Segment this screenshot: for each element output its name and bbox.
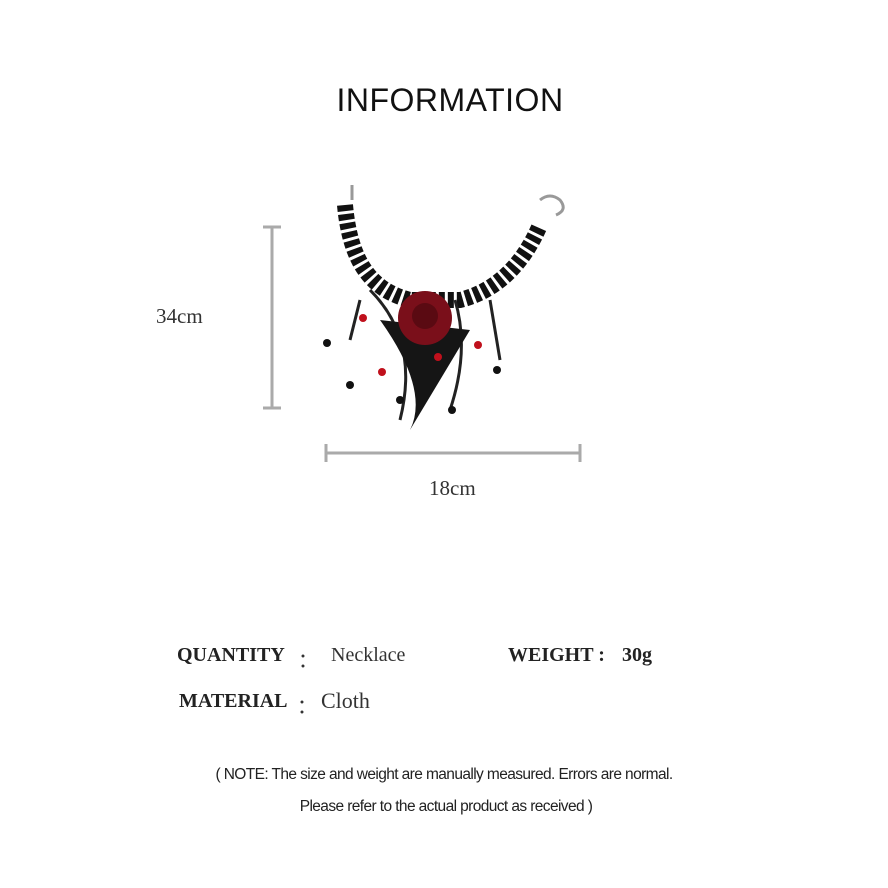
quantity-label: QUANTITY <box>177 644 285 666</box>
note-line-1: ( NOTE: The size and weight are manually… <box>215 766 673 783</box>
material-separator: ： <box>297 696 317 718</box>
material-value: Cloth <box>321 688 370 713</box>
page-title: INFORMATION <box>336 82 564 118</box>
weight-label: WEIGHT : <box>508 644 605 666</box>
necklace-image <box>323 185 565 430</box>
width-label: 18cm <box>429 476 476 500</box>
height-ruler <box>263 225 281 410</box>
note-line-2: Please refer to the actual product as re… <box>299 798 593 815</box>
quantity-value: Necklace <box>331 644 406 666</box>
weight-value: 30g <box>622 644 652 666</box>
height-label: 34cm <box>156 304 203 328</box>
material-label: MATERIAL <box>179 690 288 712</box>
quantity-separator: ： <box>298 650 318 672</box>
width-ruler <box>324 444 582 462</box>
